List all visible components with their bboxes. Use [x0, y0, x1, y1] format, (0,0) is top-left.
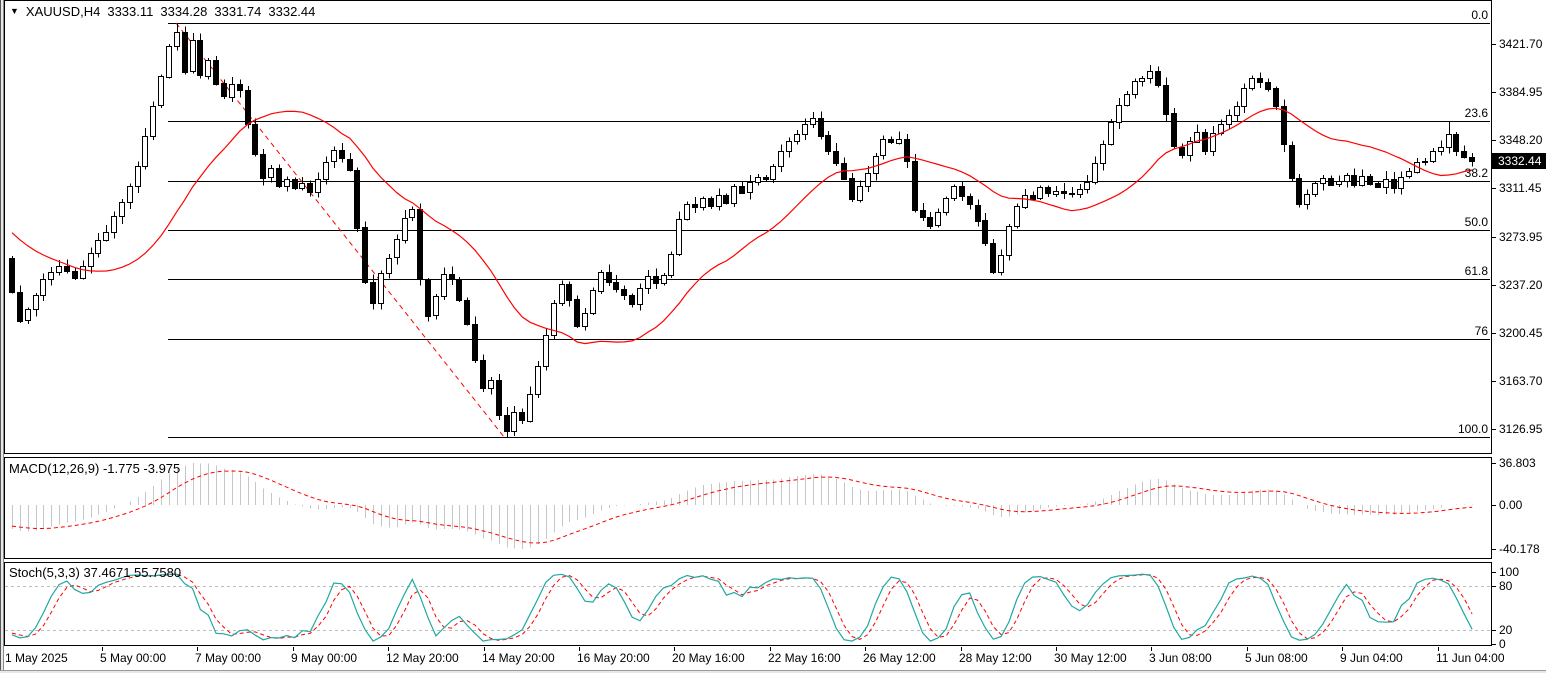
main-chart-pane[interactable] [4, 0, 1492, 454]
bear-candles [9, 32, 1475, 432]
quote-close: 3332.44 [268, 3, 316, 19]
quote-bar: ▼ XAUUSD,H4 3333.11 3334.28 3331.74 3332… [10, 3, 315, 19]
fib-level-label: 100.0 [1457, 421, 1488, 436]
quote-open: 3333.11 [107, 3, 154, 19]
price-chart-canvas[interactable] [5, 1, 1491, 453]
price-axis[interactable]: 3421.70 3384.95 3348.20 3311.45 3273.95 3237.… [1492, 0, 1546, 651]
fib-level-label: 50.0 [1464, 214, 1488, 229]
fib-level-label: 38.2 [1464, 166, 1488, 181]
time-axis-label: 22 May 16:00 [768, 651, 841, 665]
price-axis-label: 3348.20 [1499, 133, 1543, 147]
price-axis-label: 3273.95 [1499, 230, 1543, 244]
quote-low: 3331.74 [214, 3, 262, 19]
stoch-axis-label-tick [1492, 644, 1496, 645]
fib-level-label: 23.6 [1464, 105, 1488, 120]
window-bottom-frame [0, 670, 1546, 673]
macd-axis-label: 0.00 [1499, 498, 1523, 512]
macd-axis-label: -40.178 [1499, 542, 1540, 556]
quote-high: 3334.28 [160, 3, 208, 19]
stoch-axis-label-tick [1492, 630, 1496, 631]
symbol-dropdown-icon[interactable]: ▼ [10, 6, 19, 16]
price-axis-label: 3421.70 [1499, 37, 1543, 51]
stoch-values: 37.4671 55.7580 [83, 565, 182, 580]
symbol-title: XAUUSD,H4 [25, 3, 101, 19]
time-axis-label: 5 May 00:00 [100, 651, 167, 665]
price-axis-label: 3237.20 [1499, 278, 1543, 292]
price-axis-label-tick [1492, 92, 1496, 93]
stoch-axis-label-tick [1492, 586, 1496, 587]
price-axis-label: 3163.70 [1499, 374, 1543, 388]
price-axis-label-tick [1492, 237, 1496, 238]
time-axis-label: 11 Jun 04:00 [1436, 651, 1505, 665]
macd-histogram [12, 463, 1473, 549]
time-axis[interactable]: 1 May 2025 5 May 00:00 7 May 00:00 9 May 00… [4, 647, 1505, 670]
time-axis-label: 5 Jun 08:00 [1245, 651, 1308, 665]
stoch-main-line [11, 573, 1473, 642]
time-axis-label: 14 May 20:00 [482, 651, 555, 665]
macd-pane[interactable] [4, 457, 1492, 559]
fib-lines[interactable] [168, 23, 1490, 438]
macd-canvas[interactable] [5, 458, 1491, 558]
macd-axis-label-tick [1492, 549, 1496, 550]
time-axis-label: 16 May 20:00 [577, 651, 650, 665]
macd-axis-label-tick [1492, 463, 1496, 464]
time-axis-label: 12 May 20:00 [386, 651, 459, 665]
macd-label: MACD(12,26,9) [9, 461, 100, 476]
time-axis-label: 26 May 12:00 [863, 651, 936, 665]
stoch-label-row: Stoch(5,3,3) 37.4671 55.7580 [9, 565, 181, 580]
price-axis-label-tick [1492, 44, 1496, 45]
stoch-axis-label: 0 [1499, 637, 1506, 651]
macd-signal-line [11, 470, 1473, 544]
time-axis-label: 3 Jun 08:00 [1149, 651, 1212, 665]
macd-axis-label: 36.803 [1499, 456, 1536, 470]
price-axis-label-tick [1492, 140, 1496, 141]
time-axis-label: 30 May 12:00 [1054, 651, 1127, 665]
stoch-axis-label: 20 [1499, 623, 1513, 637]
macd-axis-label-tick [1492, 505, 1496, 506]
time-axis-label: 9 May 00:00 [291, 651, 358, 665]
price-axis-label: 3311.45 [1499, 181, 1542, 195]
fib-level-label: 76 [1474, 324, 1488, 339]
time-axis-label: 20 May 16:00 [672, 651, 745, 665]
stoch-axis-label-tick [1492, 572, 1496, 573]
current-price-tag: 3332.44 [1492, 153, 1546, 169]
price-axis-label-tick [1492, 188, 1496, 189]
time-axis-first-label: 1 May 2025 [5, 651, 68, 665]
ma-line[interactable] [11, 107, 1473, 345]
fib-diagonal-line[interactable] [175, 22, 505, 438]
price-axis-label: 3126.95 [1499, 422, 1543, 436]
stoch-signal-line [11, 573, 1473, 641]
stoch-axis-label: 80 [1499, 579, 1513, 593]
fib-level-label: 61.8 [1464, 263, 1488, 278]
stoch-label: Stoch(5,3,3) [9, 565, 80, 580]
window-left-frame [0, 0, 4, 673]
time-axis-label: 7 May 00:00 [195, 651, 262, 665]
stoch-axis-label: 100 [1499, 565, 1520, 579]
time-axis-ticks [102, 647, 1439, 651]
time-axis-label: 28 May 12:00 [959, 651, 1032, 665]
stoch-pane[interactable] [4, 562, 1492, 646]
price-axis-label: 3384.95 [1499, 85, 1543, 99]
time-axis-label: 9 Jun 04:00 [1340, 651, 1403, 665]
price-axis-label-tick [1492, 285, 1496, 286]
bull-candles [25, 32, 1452, 432]
price-axis-label-tick [1492, 429, 1496, 430]
fib-level-label: 0.0 [1471, 7, 1488, 22]
stoch-canvas[interactable] [5, 563, 1491, 645]
price-axis-label-tick [1492, 381, 1496, 382]
price-axis-label-tick [1492, 333, 1496, 334]
price-axis-label: 3200.45 [1499, 326, 1543, 340]
macd-values: -1.775 -3.975 [102, 461, 181, 476]
macd-label-row: MACD(12,26,9) -1.775 -3.975 [9, 461, 180, 476]
